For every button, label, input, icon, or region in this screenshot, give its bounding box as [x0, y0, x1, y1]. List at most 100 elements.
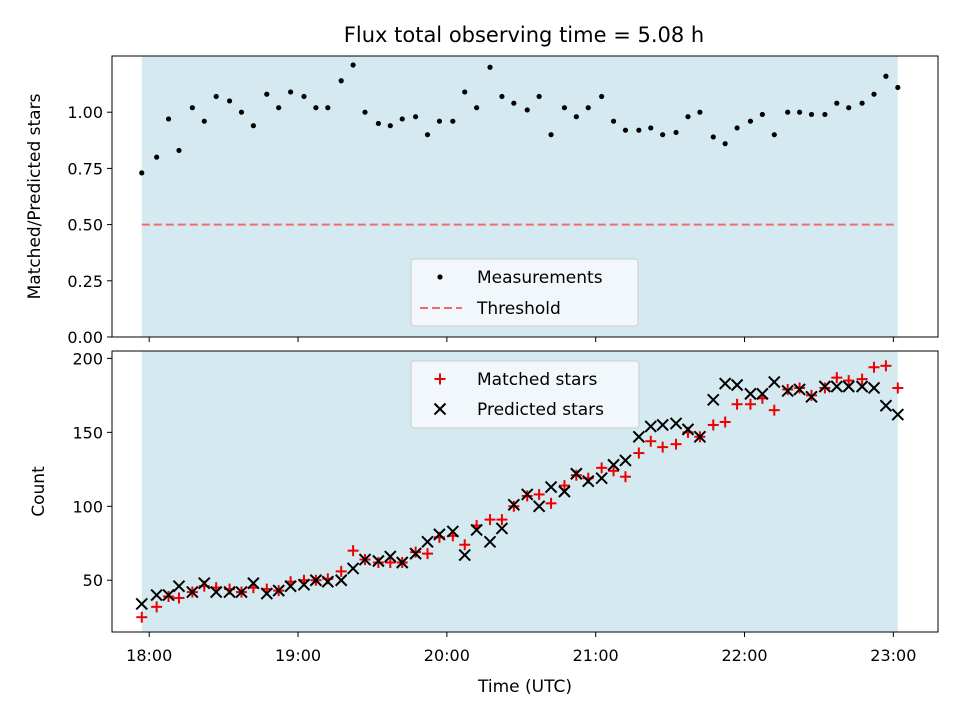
predicted-star-point — [805, 390, 818, 404]
predicted-star-point — [507, 498, 521, 512]
matched-star-point — [805, 389, 817, 401]
count-x-ticks: 18:00 19:00 20:00 21:00 22:00 23:00 — [126, 632, 916, 665]
predicted-star-point — [223, 585, 236, 599]
measurement-point — [622, 127, 629, 133]
ratio-legend-box — [410, 258, 639, 327]
measurement-point — [462, 89, 468, 95]
predicted-star-point — [781, 384, 794, 398]
measurement-point — [424, 132, 431, 138]
measurement-point — [165, 116, 172, 122]
matched-star-point — [484, 514, 496, 526]
matched-star-point — [335, 565, 347, 577]
matched-star-point — [619, 471, 631, 483]
measurement-point — [238, 109, 245, 115]
predicted-star-point — [384, 550, 397, 563]
measurement-point — [511, 100, 517, 106]
matched-star-point — [347, 545, 359, 557]
predicted-star-point — [793, 383, 806, 396]
ratio-y-axis-label: Matched/Predicted stars — [25, 93, 45, 299]
predicted-star-point — [433, 528, 446, 541]
predicted-star-point — [582, 474, 595, 488]
measurement-point — [325, 105, 331, 111]
ratio-x-ticks — [148, 337, 894, 342]
predicted-star-point — [396, 556, 409, 569]
predicted-star-point — [879, 399, 893, 412]
predicted-star-point — [707, 393, 720, 407]
measurement-point — [450, 118, 456, 124]
matched-star-point — [880, 360, 892, 372]
measurement-point — [808, 111, 815, 118]
x-tick-label: 21:00 — [573, 646, 619, 665]
predicted-star-point — [446, 525, 460, 538]
predicted-star-point — [532, 500, 546, 513]
ratio-axes-frame — [111, 55, 939, 338]
measurement-point — [399, 116, 405, 122]
measurement-point — [387, 123, 393, 129]
measurement-point — [648, 125, 654, 131]
measurement-point — [213, 93, 219, 100]
count-panel: 50 100 150 200 18:00 19:00 20:00 21:00 22:00 23:… — [29, 349, 939, 697]
predicted-star-point — [495, 522, 509, 535]
count-legend: Matched stars Predicted stars — [410, 360, 640, 429]
matched-star-point — [521, 490, 533, 502]
measurement-point — [561, 105, 568, 111]
measurement-point — [287, 89, 294, 95]
measurement-point — [673, 129, 679, 136]
predicted-star-point — [867, 381, 881, 395]
matched-star-point — [608, 465, 620, 477]
predicted-star-point — [334, 574, 348, 587]
measurement-point — [375, 120, 382, 127]
predicted-star-point — [198, 576, 211, 590]
measurement-point — [176, 147, 182, 154]
count-y-axis-label: Count — [29, 466, 49, 517]
count-axes-frame — [111, 350, 939, 633]
legend-matched-label: Matched stars — [477, 370, 597, 390]
predicted-star-point — [744, 387, 757, 401]
y-tick-label: 0.75 — [67, 159, 103, 178]
predicted-star-point — [768, 375, 781, 389]
measurement-point — [859, 100, 865, 106]
measurement-point — [871, 91, 877, 97]
legend-predicted-label: Predicted stars — [477, 400, 604, 420]
measurement-point — [785, 109, 791, 115]
x-tick-label: 23:00 — [870, 646, 916, 665]
measurement-point — [250, 123, 256, 129]
matched-star-point — [508, 500, 520, 512]
matched-star-point — [558, 480, 570, 492]
x-tick-label: 20:00 — [424, 646, 470, 665]
matched-star-point — [819, 382, 831, 394]
matched-star-point — [719, 416, 731, 428]
matched-star-point — [136, 611, 148, 623]
matched-star-point — [410, 546, 422, 558]
legend-measurements-marker — [437, 274, 443, 280]
predicted-star-point — [632, 430, 646, 443]
predicted-star-point — [855, 380, 869, 393]
measurement-point — [710, 134, 716, 140]
predicted-star-point — [150, 588, 163, 602]
predicted-star-point — [358, 553, 372, 566]
measurement-point — [834, 100, 840, 106]
measurement-point — [536, 93, 542, 100]
predicted-star-point — [730, 378, 744, 392]
measurement-point — [660, 132, 666, 138]
predicted-star-point — [558, 485, 571, 498]
x-tick-label: 18:00 — [126, 646, 172, 665]
predicted-star-point — [346, 562, 360, 575]
predicted-star-point — [891, 408, 905, 421]
measurement-point — [573, 114, 579, 120]
matched-star-point — [533, 488, 545, 500]
predicted-star-point — [693, 430, 707, 443]
ratio-panel: 0.00 0.25 0.50 0.75 1.00 Matched/Predicted s… — [25, 55, 939, 347]
measurement-point — [338, 78, 344, 84]
matched-star-point — [459, 539, 471, 551]
y-tick-label: 0.00 — [67, 328, 103, 347]
predicted-star-point — [595, 471, 608, 485]
measurement-point — [499, 93, 505, 100]
measurement-point — [139, 170, 145, 176]
measurement-point — [796, 109, 803, 115]
measurement-point — [846, 105, 852, 111]
legend-matched-glyph — [434, 373, 446, 385]
measurement-point — [722, 141, 728, 147]
predicted-star-point — [669, 417, 683, 430]
measurement-point — [585, 105, 591, 111]
